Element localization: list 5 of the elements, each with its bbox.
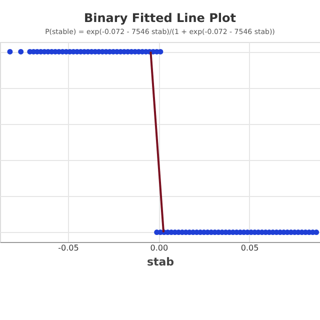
- x-axis-title: stab: [146, 256, 174, 268]
- x-tick-label: 0.00: [150, 244, 168, 252]
- x-tick-label: -0.05: [58, 244, 79, 252]
- x-tick-label: 0.05: [240, 244, 259, 252]
- chart-title: Binary Fitted Line Plot: [84, 11, 236, 25]
